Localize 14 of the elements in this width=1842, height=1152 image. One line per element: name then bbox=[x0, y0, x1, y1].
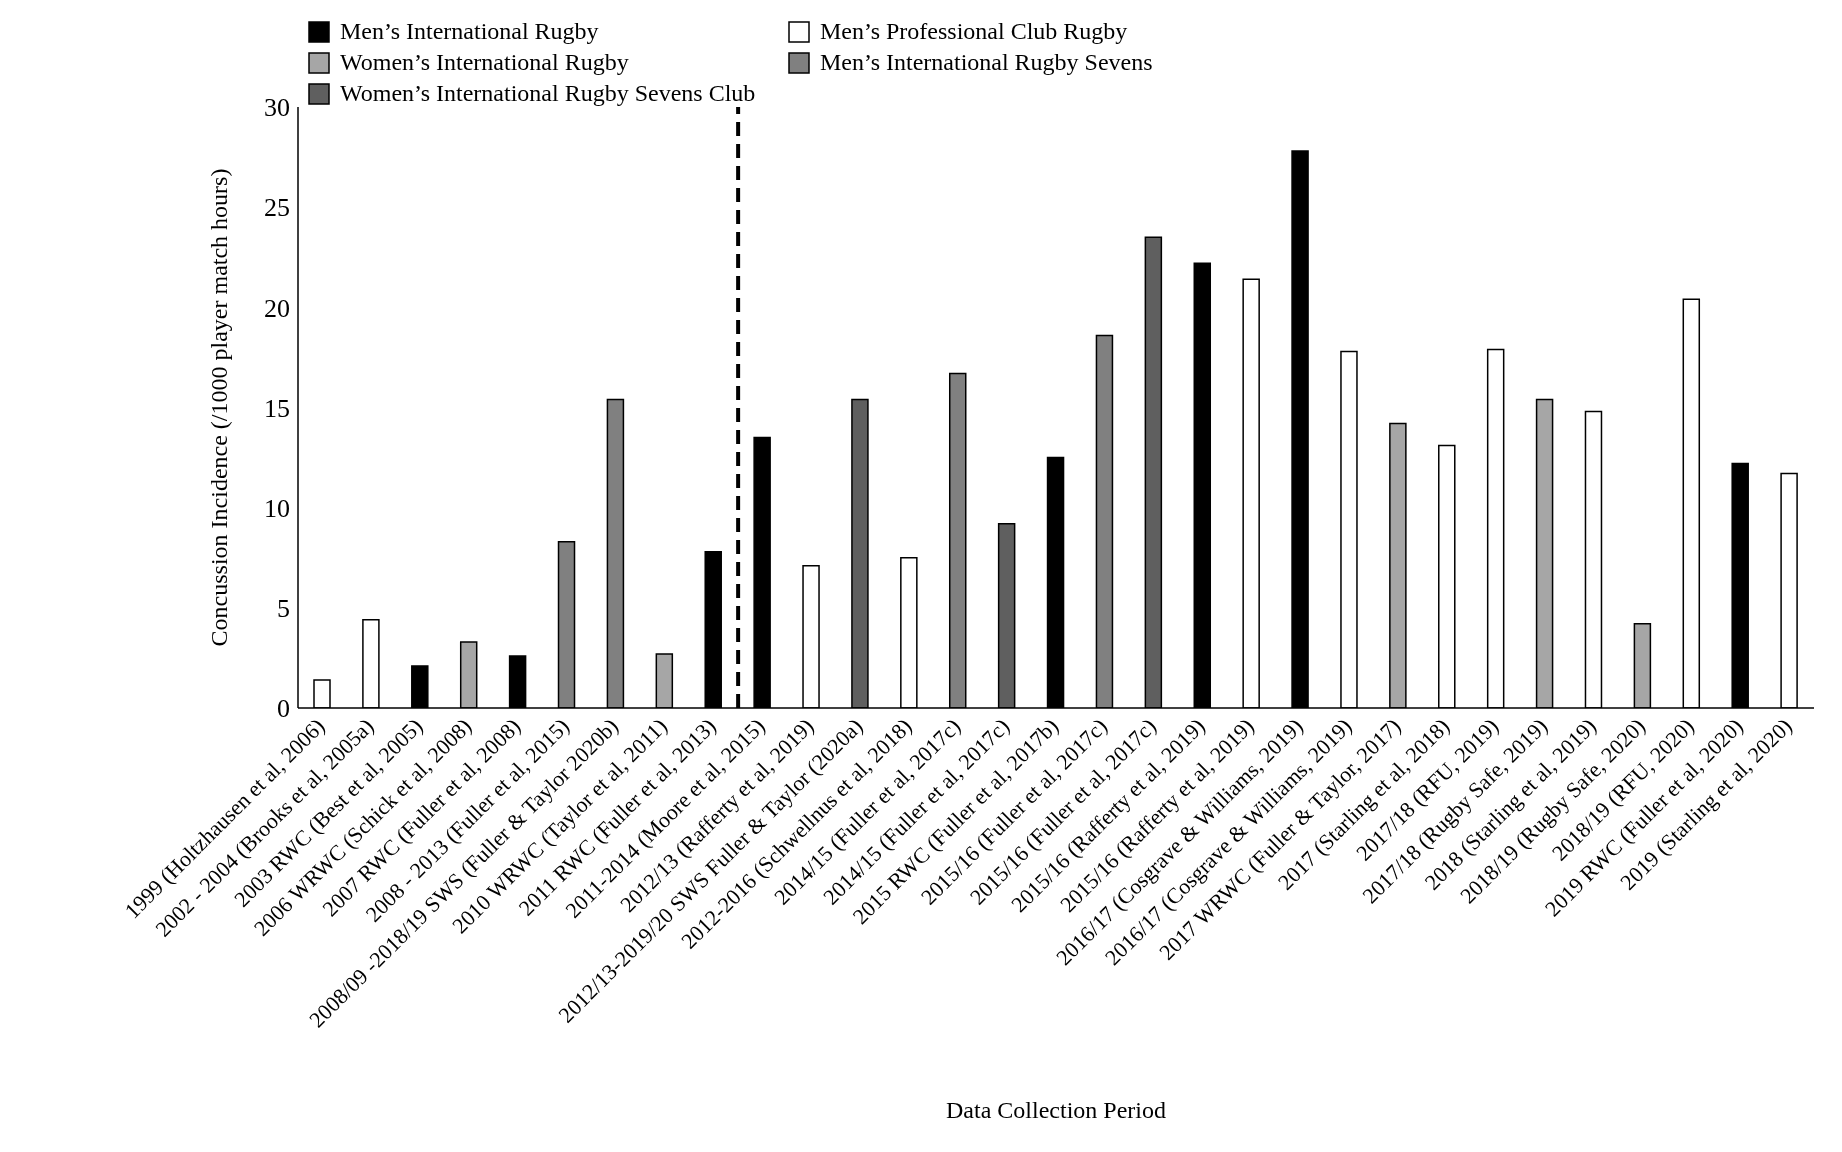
y-tick-label: 20 bbox=[264, 293, 290, 323]
y-tick-label: 5 bbox=[277, 594, 290, 624]
y-tick-label: 0 bbox=[277, 694, 290, 724]
y-tick-label: 15 bbox=[264, 393, 290, 423]
y-axis-title: Concussion Incidence (/1000 player match hours) bbox=[205, 168, 232, 647]
legend-label: Women’s International Rugby Sevens Club bbox=[340, 80, 756, 107]
legend-label: Men’s International Rugby Sevens bbox=[820, 49, 1153, 76]
y-tick-label: 25 bbox=[264, 193, 290, 223]
legend-label: Men’s Professional Club Rugby bbox=[820, 18, 1128, 45]
y-tick-label: 30 bbox=[264, 93, 290, 123]
y-tick-label: 10 bbox=[264, 493, 290, 523]
legend-label: Women’s International Rugby bbox=[340, 49, 629, 76]
x-axis-title: Data Collection Period bbox=[946, 1097, 1166, 1123]
legend-label: Men’s International Rugby bbox=[340, 18, 599, 45]
